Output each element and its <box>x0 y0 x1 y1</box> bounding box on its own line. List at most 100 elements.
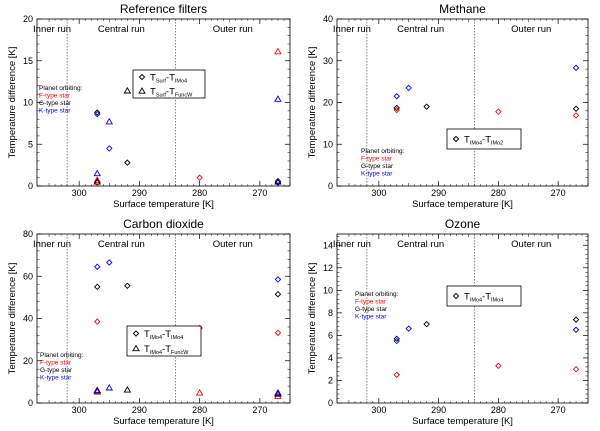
legend-entry: TIMo4-TIMo2 <box>464 135 503 147</box>
x-axis-label: Surface temperature [K] <box>113 199 214 210</box>
y-tick-label: 10 <box>323 139 333 149</box>
orbit-legend-title: Planet orbiting: <box>361 148 405 155</box>
chart-panel-3: Carbon dioxide 300 290 280 270 0 20 40 60 80 Surfa… <box>7 217 291 427</box>
legend-entry: TSurf-TFuncW <box>150 87 193 99</box>
region-label: Central run <box>98 239 145 250</box>
data-point-diamond <box>423 320 430 328</box>
legend-marker <box>452 292 460 300</box>
data-point-triangle <box>93 169 102 177</box>
region-label: Inner run <box>33 24 71 35</box>
chart-title: Ozone <box>445 217 481 231</box>
legend-box <box>446 128 522 150</box>
y-axis-label: Temperature difference [K] <box>307 263 318 375</box>
region-label: Central run <box>397 24 444 35</box>
region-label: Outer run <box>511 239 551 250</box>
data-point-diamond <box>94 263 101 270</box>
orbit-legend-g: G-type star <box>40 367 73 374</box>
data-point-diamond <box>94 109 101 116</box>
orbit-legend-f: F-type star <box>361 156 393 163</box>
data-point-triangle <box>105 383 114 391</box>
y-tick-label: 40 <box>323 14 333 24</box>
region-label: Central run <box>397 239 444 250</box>
data-point-diamond <box>405 325 412 332</box>
data-point-diamond <box>124 282 131 289</box>
plot-frame <box>36 18 291 187</box>
data-point-diamond <box>393 93 400 100</box>
x-tick-label: 290 <box>431 188 446 198</box>
chart-title: Methane <box>439 2 486 16</box>
data-point-diamond <box>572 105 580 112</box>
y-tick-label: 20 <box>23 356 33 366</box>
y-tick-label: 60 <box>23 271 33 281</box>
y-tick-label: 2 <box>328 375 333 385</box>
data-point-diamond <box>572 112 580 119</box>
y-tick-label: 6 <box>328 330 333 340</box>
data-point-triangle <box>93 387 102 394</box>
chart-panel-1: Reference filters 300 290 280 270 0 5 10 15 20 Sur… <box>7 2 291 210</box>
x-tick-label: 280 <box>192 188 207 198</box>
y-tick-label: 80 <box>23 229 33 239</box>
data-point-diamond <box>393 337 400 345</box>
y-tick-label: 5 <box>28 139 33 149</box>
orbit-legend-k: K-type star <box>39 108 71 115</box>
y-tick-label: 15 <box>23 56 33 66</box>
orbit-legend-title: Planet orbiting: <box>355 291 399 298</box>
data-point-diamond <box>572 326 580 334</box>
x-tick-label: 280 <box>192 405 207 415</box>
data-point-triangle <box>274 47 282 55</box>
data-point-diamond <box>106 259 113 266</box>
data-point-diamond <box>572 365 580 373</box>
data-point-triangle <box>274 390 282 397</box>
legend-entry: TIMo4-TIMo4 <box>464 292 503 304</box>
y-tick-label: 0 <box>328 181 333 191</box>
orbit-legend-g: G-type star <box>355 306 388 313</box>
orbit-legend-title: Planet orbiting: <box>40 352 84 359</box>
x-axis-label: Surface temperature [K] <box>412 199 513 210</box>
legend-marker <box>138 73 146 81</box>
orbit-legend-k: K-type star <box>40 375 72 382</box>
legend-box <box>446 285 522 307</box>
data-point-triangle <box>123 86 132 94</box>
orbit-legend-f: F-type star <box>40 360 72 367</box>
y-tick-label: 30 <box>323 56 333 66</box>
x-tick-label: 270 <box>551 405 566 415</box>
data-point-triangle <box>105 117 114 125</box>
legend-entry: TIMo4-TIMo4 <box>144 329 183 341</box>
data-point-triangle <box>93 388 102 395</box>
data-point-diamond <box>274 329 282 337</box>
data-point-diamond <box>495 108 502 115</box>
orbit-legend-f: F-type star <box>39 93 71 100</box>
orbit-legend-k: K-type star <box>355 314 387 321</box>
x-tick-label: 290 <box>431 405 446 415</box>
orbit-legend-f: F-type star <box>355 299 387 306</box>
x-tick-label: 300 <box>371 188 386 198</box>
region-label: Inner run <box>333 239 371 250</box>
orbit-legend-title: Planet orbiting: <box>39 85 83 92</box>
x-tick-label: 270 <box>252 188 267 198</box>
data-point-diamond <box>124 159 131 166</box>
x-tick-label: 280 <box>491 405 506 415</box>
region-label: Outer run <box>213 239 253 250</box>
x-tick-label: 300 <box>371 405 386 415</box>
x-axis-label: Surface temperature [K] <box>412 416 513 427</box>
chart-title: Carbon dioxide <box>123 217 204 231</box>
x-tick-label: 280 <box>491 188 506 198</box>
data-point-diamond <box>94 318 101 325</box>
legend-marker <box>452 135 460 143</box>
y-tick-label: 20 <box>23 14 33 24</box>
y-tick-label: 40 <box>23 314 33 324</box>
chart-panel-2: Methane 300 290 280 270 0 10 20 30 40 Surface temp… <box>307 2 589 210</box>
region-label: Central run <box>98 24 145 35</box>
y-tick-label: 14 <box>323 240 333 250</box>
orbit-legend-g: G-type star <box>361 163 394 170</box>
data-point-diamond <box>393 104 400 112</box>
x-tick-label: 300 <box>72 188 87 198</box>
x-tick-label: 300 <box>72 405 87 415</box>
chart-title: Reference filters <box>120 2 207 16</box>
data-point-diamond <box>405 84 412 92</box>
orbit-legend-g: G-type star <box>39 100 72 107</box>
data-point-diamond <box>196 174 203 181</box>
data-point-triangle <box>93 176 102 183</box>
legend-marker <box>132 330 140 337</box>
